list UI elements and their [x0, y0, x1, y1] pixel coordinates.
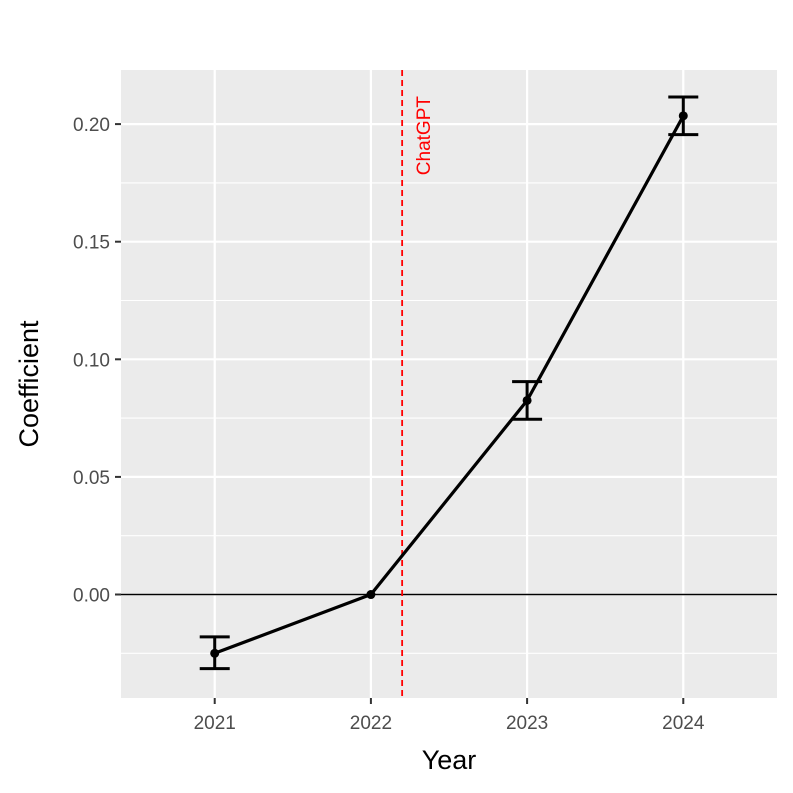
y-tick-label: 0.20: [73, 115, 110, 136]
data-point: [522, 395, 532, 405]
y-tick-label: 0.10: [73, 350, 110, 371]
x-tick-label: 2022: [350, 713, 392, 734]
x-tick-label: 2021: [194, 713, 236, 734]
y-axis: 0.00 0.05 0.10 0.15 0.20: [73, 115, 121, 607]
x-axis-title: Year: [422, 745, 477, 775]
series-line: [214, 115, 685, 655]
data-point: [210, 648, 220, 658]
chatgpt-annotation: ChatGPT: [414, 96, 435, 176]
y-axis-title: Coefficient: [14, 320, 44, 448]
data-point: [678, 111, 688, 121]
y-tick-label: 0.00: [73, 586, 110, 607]
x-tick-label: 2024: [662, 713, 705, 734]
data-point: [366, 590, 376, 600]
plot-panel: [121, 70, 777, 698]
x-axis: 2021 2022 2023 2024: [194, 698, 705, 734]
y-tick-label: 0.15: [73, 233, 110, 254]
minor-gridlines: [121, 182, 777, 654]
x-tick-label: 2023: [506, 713, 548, 734]
y-tick-label: 0.05: [73, 468, 110, 489]
series-layer: [199, 95, 699, 671]
